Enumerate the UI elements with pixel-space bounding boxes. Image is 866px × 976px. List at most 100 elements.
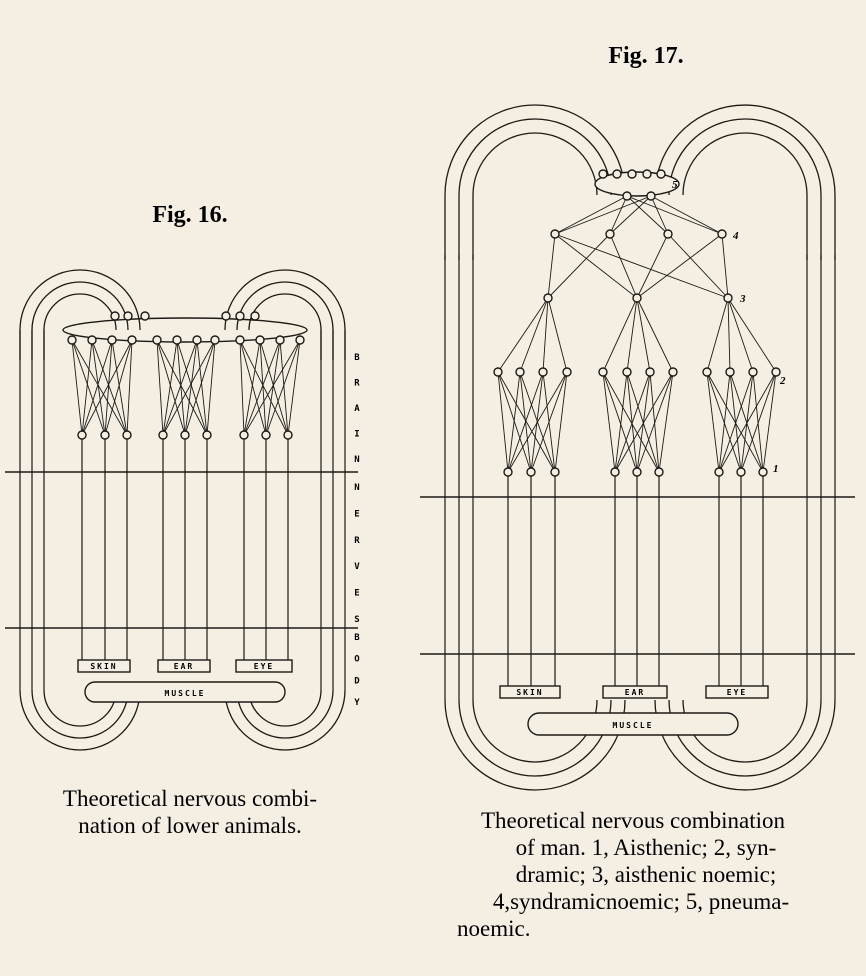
cross-fiber [243, 339, 261, 436]
cross-fiber [497, 371, 509, 473]
brain-node [221, 311, 231, 321]
cross-fiber [259, 339, 289, 436]
level1-node [550, 467, 560, 477]
sense-box-label: EAR [625, 688, 645, 697]
level5-node [642, 169, 652, 179]
brain-loop-right [236, 281, 334, 360]
cross-fiber [81, 339, 93, 436]
side-label-nerves-char: E [354, 509, 359, 519]
brain-loop-left [472, 132, 598, 260]
upper-neuron [127, 335, 137, 345]
body-loop-right [224, 689, 346, 751]
level1-node [654, 467, 664, 477]
cross-fiber [626, 371, 660, 473]
cross-fiber [71, 339, 106, 436]
lower-neuron [283, 430, 293, 440]
brain-node [110, 311, 120, 321]
cross-fiber [265, 339, 281, 436]
brain-node [235, 311, 245, 321]
cross-fiber [81, 339, 113, 436]
sense-box-label: SKIN [516, 688, 543, 697]
level5-node [622, 191, 632, 201]
level2-node [725, 367, 735, 377]
cross-fiber [126, 339, 133, 436]
cross-fiber [184, 339, 216, 436]
brain-loop-right [682, 132, 808, 260]
level5-node [627, 169, 637, 179]
brain-loop-left [31, 281, 129, 360]
lower-neuron [158, 430, 168, 440]
sense-box-ear [602, 685, 668, 699]
cross-fiber [649, 371, 660, 473]
level5-node [656, 169, 666, 179]
connector [547, 233, 611, 299]
cross-fiber [602, 371, 638, 473]
level-label-3: 3 [739, 293, 746, 305]
muscle-label: MUSCLE [165, 689, 206, 698]
lower-neuron [261, 430, 271, 440]
cross-fiber [530, 371, 568, 473]
level-label-2: 2 [779, 375, 786, 387]
fig17-caption-line: noemic. [457, 916, 530, 941]
connector [721, 233, 729, 299]
level5-node [646, 191, 656, 201]
sense-box-eye [235, 659, 293, 673]
level2-node [598, 367, 608, 377]
cross-fiber [206, 339, 216, 436]
level1-node [736, 467, 746, 477]
brain-loop-left [458, 118, 612, 260]
cross-fiber [706, 371, 764, 473]
lower-neuron [180, 430, 190, 440]
connector [626, 297, 638, 373]
level4-node [605, 229, 615, 239]
connector [706, 297, 729, 373]
side-label-brain-char: I [354, 430, 359, 440]
level1-node [526, 467, 536, 477]
connector [727, 297, 754, 373]
body-loop-right [668, 699, 822, 777]
level1-node [503, 467, 513, 477]
cross-fiber [239, 339, 267, 436]
connector [650, 195, 669, 235]
connector [554, 195, 628, 235]
side-label-brain-char: A [354, 404, 360, 414]
cross-fiber [111, 339, 128, 436]
sense-box-eye [705, 685, 769, 699]
body-loop-left [19, 689, 141, 751]
connector [547, 233, 556, 299]
connector [609, 195, 628, 235]
level1-node [758, 467, 768, 477]
fig16-caption-line: nation of lower animals. [78, 813, 302, 838]
muscle-label: MUSCLE [613, 721, 654, 730]
sense-box-label: EYE [254, 662, 274, 671]
upper-neuron [210, 335, 220, 345]
cross-fiber [71, 339, 128, 436]
brain-loop-left [19, 269, 141, 360]
upper-neuron [275, 335, 285, 345]
cross-fiber [762, 371, 777, 473]
cross-fiber [614, 371, 651, 473]
lower-neuron [239, 430, 249, 440]
connector [667, 233, 729, 299]
sense-box-skin [499, 685, 561, 699]
side-label-body-char: D [354, 676, 360, 686]
level1-node [714, 467, 724, 477]
body-loop-left [31, 689, 129, 739]
level2-node [493, 367, 503, 377]
level2-node [771, 367, 781, 377]
cross-fiber [602, 371, 616, 473]
upper-neuron [152, 335, 162, 345]
brain-ganglion-ellipse [62, 317, 308, 343]
level3-node [723, 293, 733, 303]
level5-node [598, 169, 608, 179]
level-label-4: 4 [732, 230, 739, 242]
cross-fiber [156, 339, 164, 436]
cross-fiber [497, 371, 556, 473]
cross-fiber [265, 339, 301, 436]
sense-box-label: EAR [174, 662, 194, 671]
cross-fiber [507, 371, 544, 473]
fig17-caption-line: dramic; 3, aisthenic noemic; [516, 862, 777, 887]
sense-box-ear [157, 659, 211, 673]
level-label-1: 1 [773, 463, 779, 475]
connector [497, 297, 549, 373]
